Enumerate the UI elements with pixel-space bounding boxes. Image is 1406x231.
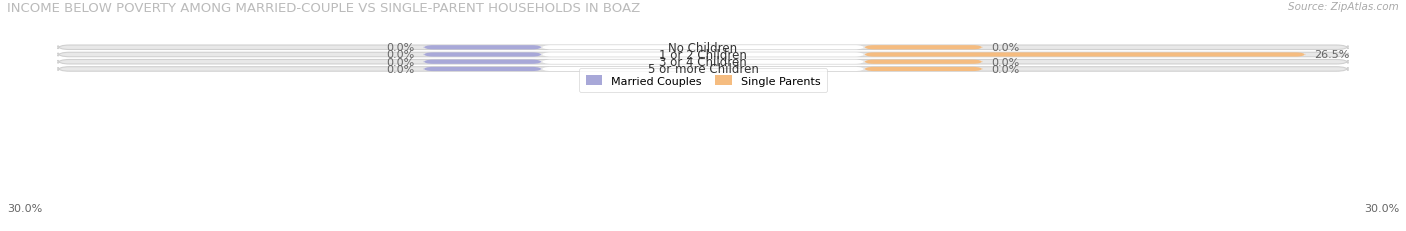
Text: INCOME BELOW POVERTY AMONG MARRIED-COUPLE VS SINGLE-PARENT HOUSEHOLDS IN BOAZ: INCOME BELOW POVERTY AMONG MARRIED-COUPL… [7, 2, 640, 15]
FancyBboxPatch shape [541, 60, 865, 64]
FancyBboxPatch shape [58, 46, 1348, 50]
Text: Source: ZipAtlas.com: Source: ZipAtlas.com [1288, 2, 1399, 12]
Text: 0.0%: 0.0% [387, 43, 415, 53]
Text: No Children: No Children [668, 42, 738, 55]
Text: 0.0%: 0.0% [387, 65, 415, 75]
FancyBboxPatch shape [423, 67, 541, 72]
FancyBboxPatch shape [423, 53, 541, 57]
Text: 0.0%: 0.0% [387, 50, 415, 60]
Text: 30.0%: 30.0% [1364, 203, 1399, 213]
Text: 0.0%: 0.0% [991, 65, 1019, 75]
FancyBboxPatch shape [865, 60, 983, 64]
Text: 0.0%: 0.0% [991, 43, 1019, 53]
FancyBboxPatch shape [58, 67, 1348, 72]
FancyBboxPatch shape [865, 46, 983, 50]
Text: 1 or 2 Children: 1 or 2 Children [659, 49, 747, 62]
FancyBboxPatch shape [865, 53, 1305, 57]
Text: 30.0%: 30.0% [7, 203, 42, 213]
Text: 26.5%: 26.5% [1315, 50, 1350, 60]
Legend: Married Couples, Single Parents: Married Couples, Single Parents [579, 69, 827, 93]
FancyBboxPatch shape [58, 60, 1348, 65]
Text: 5 or more Children: 5 or more Children [648, 63, 758, 76]
Text: 3 or 4 Children: 3 or 4 Children [659, 56, 747, 69]
Text: 0.0%: 0.0% [991, 58, 1019, 67]
FancyBboxPatch shape [865, 67, 983, 72]
FancyBboxPatch shape [541, 53, 865, 57]
FancyBboxPatch shape [423, 46, 541, 50]
FancyBboxPatch shape [541, 67, 865, 72]
FancyBboxPatch shape [58, 53, 1348, 58]
Text: 0.0%: 0.0% [387, 58, 415, 67]
FancyBboxPatch shape [423, 60, 541, 64]
FancyBboxPatch shape [541, 46, 865, 50]
